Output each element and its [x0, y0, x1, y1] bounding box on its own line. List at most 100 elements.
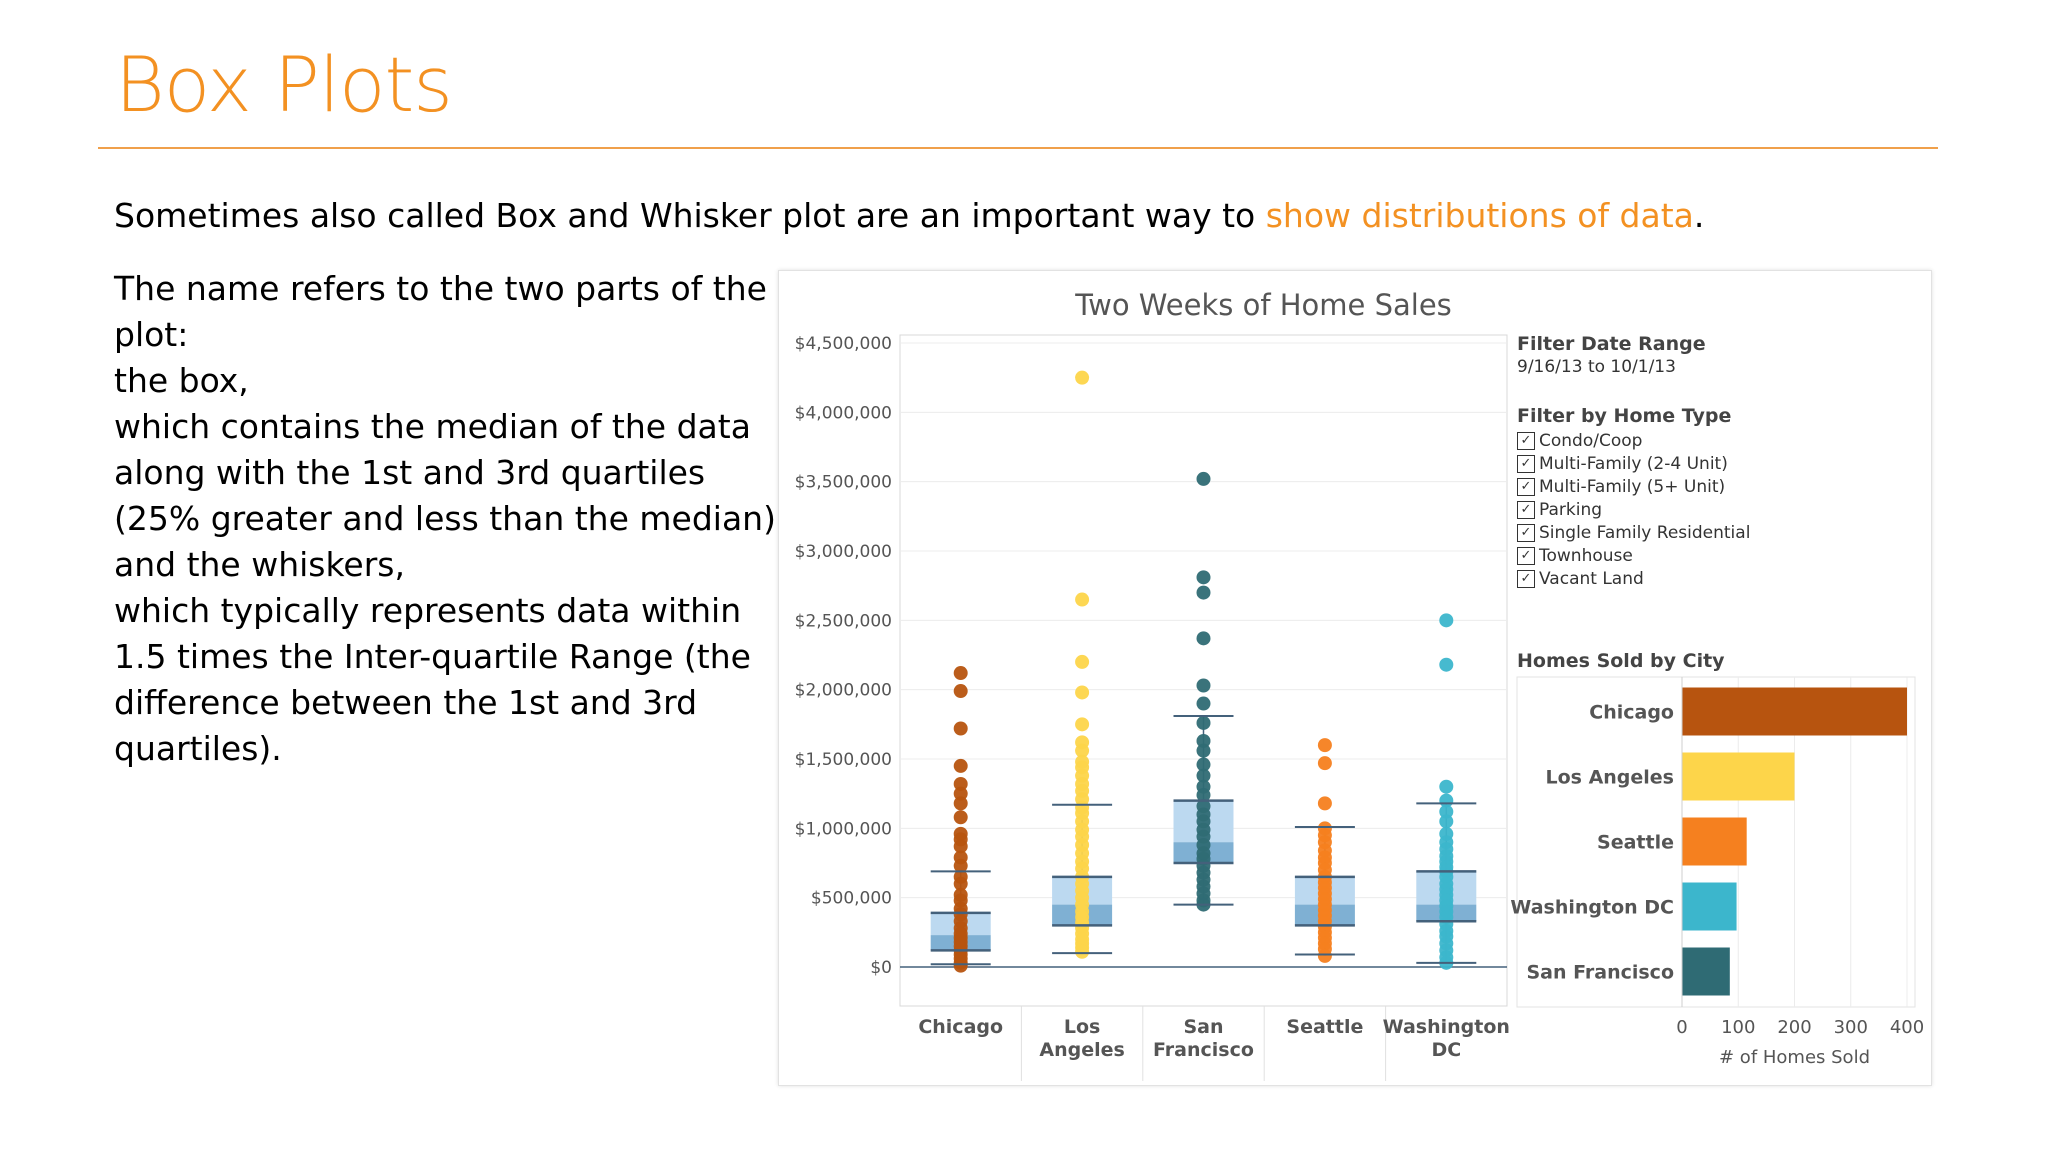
y-tick-label: $4,500,000	[795, 334, 892, 354]
x-tick-label-line: Francisco	[1153, 1039, 1254, 1061]
checkbox-checked-icon[interactable]: ✓	[1517, 500, 1535, 519]
data-point	[1075, 944, 1090, 959]
data-point	[1075, 370, 1090, 385]
data-point	[1075, 743, 1090, 758]
data-point	[1196, 570, 1211, 585]
y-tick-label: $0	[870, 958, 892, 978]
filter-option[interactable]: ✓ Multi-Family (5+ Unit)	[1517, 475, 1750, 498]
data-point	[1075, 685, 1090, 700]
body-line: the box,	[114, 361, 249, 400]
filter-option[interactable]: ✓ Parking	[1517, 498, 1750, 521]
data-point	[953, 776, 968, 791]
home-type-filter: Filter by Home Type ✓ Condo/Coop ✓ Multi-F…	[1517, 405, 1750, 590]
body-line: plot:	[114, 315, 189, 354]
dashboard-panel: Two Weeks of Home Sales $0 $500,000 $1,000,…	[778, 270, 1932, 1086]
dashboard-chart: Two Weeks of Home Sales $0 $500,000 $1,000,…	[795, 288, 1924, 1081]
x-tick-label: Chicago	[918, 1016, 1003, 1038]
data-point	[1196, 757, 1211, 772]
filter-option[interactable]: ✓ Multi-Family (2-4 Unit)	[1517, 452, 1750, 475]
intro-prefix: Sometimes also called Box and Whisker pl…	[114, 196, 1266, 235]
y-tick-label: $1,000,000	[795, 819, 892, 839]
data-point	[1196, 743, 1211, 758]
data-point	[953, 958, 968, 973]
filter-option-label: Single Family Residential	[1539, 522, 1751, 543]
intro-highlight: show distributions of data	[1265, 196, 1694, 235]
x-tick-label: Los Angeles	[1039, 1016, 1124, 1061]
bar	[1682, 947, 1730, 996]
filter-option-label: Vacant Land	[1539, 568, 1644, 589]
data-point	[1196, 678, 1211, 693]
bar	[1682, 687, 1907, 736]
data-point	[1196, 585, 1211, 600]
filter-option[interactable]: ✓ Townhouse	[1517, 544, 1750, 567]
x-tick-label-line: Los	[1064, 1016, 1100, 1038]
data-point	[1439, 613, 1454, 628]
home-type-list: ✓ Condo/Coop ✓ Multi-Family (2-4 Unit) ✓ Mu…	[1517, 429, 1750, 590]
filter-option-label: Parking	[1539, 499, 1603, 520]
bar-chart-title: Homes Sold by City	[1517, 650, 1725, 672]
data-point	[1196, 631, 1211, 646]
bar-x-tick-label: 0	[1676, 1017, 1687, 1038]
filter-option[interactable]: ✓ Vacant Land	[1517, 567, 1750, 590]
x-tick-label-line: San	[1183, 1016, 1223, 1038]
data-point	[953, 858, 968, 873]
bar-x-tick-label: 200	[1777, 1017, 1811, 1038]
filter-option-label: Multi-Family (2-4 Unit)	[1539, 453, 1728, 474]
data-point	[1439, 657, 1454, 672]
filter-option[interactable]: ✓ Single Family Residential	[1517, 521, 1750, 544]
x-tick-label: San Francisco	[1153, 1016, 1254, 1061]
checkbox-checked-icon[interactable]: ✓	[1517, 546, 1535, 565]
data-point	[1317, 738, 1332, 753]
data-point	[1196, 768, 1211, 783]
y-tick-label: $3,000,000	[795, 542, 892, 562]
home-type-filter-title: Filter by Home Type	[1517, 405, 1732, 427]
data-point	[1075, 592, 1090, 607]
data-point	[1196, 733, 1211, 748]
data-point	[1439, 779, 1454, 794]
bar-x-tick-label: 400	[1890, 1017, 1924, 1038]
chart-title: Two Weeks of Home Sales	[1074, 288, 1452, 322]
slide-title: Box Plots	[115, 40, 453, 129]
filter-option[interactable]: ✓ Condo/Coop	[1517, 429, 1750, 452]
data-point	[1317, 796, 1332, 811]
data-point	[953, 684, 968, 699]
bar	[1682, 752, 1795, 801]
filter-option-label: Multi-Family (5+ Unit)	[1539, 476, 1726, 497]
date-filter-title: Filter Date Range	[1517, 333, 1706, 355]
y-tick-label: $4,000,000	[795, 403, 892, 423]
data-point	[953, 876, 968, 891]
data-point	[1075, 717, 1090, 732]
bar-category-label: Los Angeles	[1545, 767, 1674, 789]
checkbox-checked-icon[interactable]: ✓	[1517, 431, 1535, 450]
body-line: and the whiskers,	[114, 545, 405, 584]
date-filter: Filter Date Range 9/16/13 to 10/1/13	[1517, 333, 1706, 377]
bar-plot-border	[1516, 676, 1916, 1008]
y-tick-label: $2,500,000	[795, 611, 892, 631]
y-tick-label: $2,000,000	[795, 681, 892, 701]
bar-x-tick-label: 300	[1834, 1017, 1868, 1038]
bar	[1682, 817, 1747, 866]
data-point	[953, 721, 968, 736]
data-point	[1196, 471, 1211, 486]
body-text: The name refers to the two parts of the …	[114, 266, 786, 772]
filter-option-label: Townhouse	[1539, 545, 1633, 566]
checkbox-checked-icon[interactable]: ✓	[1517, 569, 1535, 588]
data-point	[1439, 804, 1454, 819]
checkbox-checked-icon[interactable]: ✓	[1517, 523, 1535, 542]
data-point	[1317, 756, 1332, 771]
data-point	[1196, 788, 1211, 803]
y-tick-label: $1,500,000	[795, 750, 892, 770]
checkbox-checked-icon[interactable]: ✓	[1517, 477, 1535, 496]
data-point	[1196, 715, 1211, 730]
date-filter-value[interactable]: 9/16/13 to 10/1/13	[1517, 357, 1676, 377]
bar-category-label: Seattle	[1597, 832, 1674, 854]
body-line: The name refers to the two parts of the	[114, 269, 767, 308]
x-tick-label-line: DC	[1431, 1039, 1461, 1061]
x-tick-label: Washington DC	[1383, 1016, 1510, 1061]
bar-category-label: San Francisco	[1526, 962, 1674, 984]
body-line: 1.5 times the Inter-quartile Range (the	[114, 637, 751, 676]
x-tick-label-line: Angeles	[1039, 1039, 1124, 1061]
data-point	[953, 839, 968, 854]
body-line: along with the 1st and 3rd quartiles	[114, 453, 706, 492]
checkbox-checked-icon[interactable]: ✓	[1517, 454, 1535, 473]
